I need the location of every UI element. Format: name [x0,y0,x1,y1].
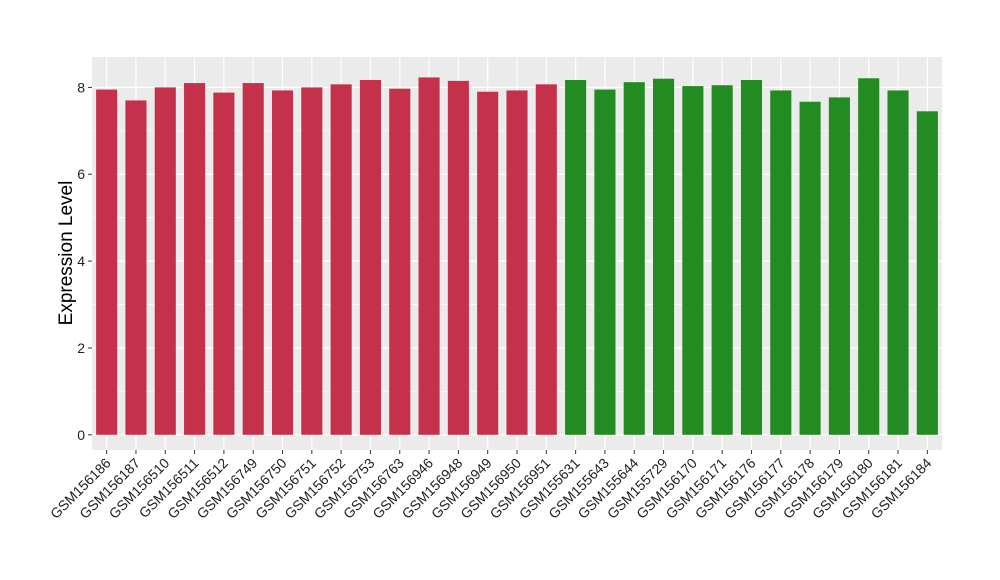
bar-GSM155644 [623,82,645,435]
y-tick-label: 4 [77,253,85,269]
y-tick-label: 6 [77,166,85,182]
bar-GSM156512 [213,92,235,435]
bar-GSM156177 [770,90,792,435]
bars [96,77,938,435]
bar-GSM156180 [858,78,880,435]
bar-GSM156949 [477,91,499,435]
bar-GSM156184 [916,111,938,435]
y-tick-label: 8 [77,79,85,95]
bar-GSM155729 [653,78,675,435]
bar-GSM156946 [418,77,440,435]
bar-GSM156179 [828,97,850,435]
bar-GSM156510 [154,87,176,435]
bar-GSM156171 [711,85,733,435]
bar-GSM156178 [799,101,821,435]
bar-GSM156950 [506,90,528,435]
bar-GSM155631 [565,80,587,435]
bar-GSM156181 [887,90,909,435]
bar-GSM156753 [359,80,381,435]
bar-GSM156948 [447,80,469,435]
bar-GSM156511 [184,83,206,435]
bar-GSM156186 [96,89,118,435]
bar-GSM156187 [125,100,147,435]
bar-GSM156763 [389,88,411,435]
bar-GSM155643 [594,89,616,435]
bar-GSM156752 [330,84,352,435]
y-tick-label: 0 [77,427,85,443]
bar-GSM156170 [682,86,704,435]
y-axis: 0 2 4 6 8 [77,79,92,443]
bar-GSM156750 [271,90,294,435]
bar-GSM156176 [740,80,763,435]
bar-GSM156951 [535,84,557,435]
y-axis-title: Expression Level [56,181,77,326]
y-tick-label: 2 [77,340,85,356]
bar-GSM156751 [301,87,323,435]
bar-GSM156749 [242,83,264,435]
x-axis: GSM156186GSM156187GSM156510GSM156511GSM1… [47,450,935,522]
